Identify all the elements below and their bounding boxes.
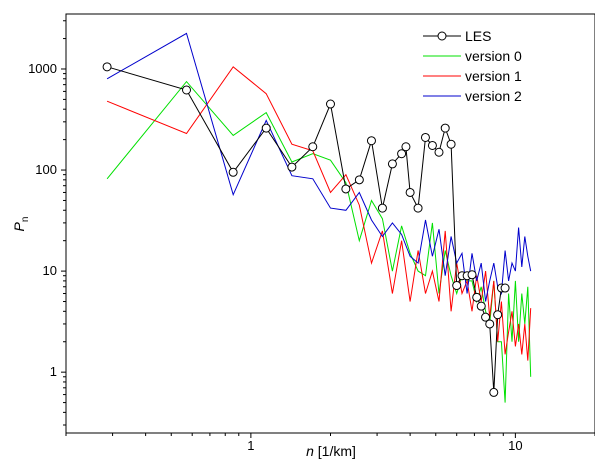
data-point [472, 292, 482, 302]
x-axis-title-unit: [1/km] [314, 443, 356, 459]
data-point [434, 147, 444, 157]
legend-item: LES [423, 28, 491, 44]
data-point [500, 283, 510, 293]
series-version-2 [106, 32, 532, 302]
data-point [446, 139, 456, 149]
series-line [106, 66, 506, 393]
legend-item: version 0 [423, 48, 522, 64]
legend-item: version 2 [423, 88, 522, 104]
y-axis-title-sub: n [20, 217, 31, 223]
x-tick-label: 10 [508, 438, 522, 453]
data-point [387, 159, 397, 169]
data-point [397, 149, 407, 159]
data-point [366, 136, 376, 146]
data-point [467, 270, 477, 280]
data-point [452, 281, 462, 291]
series-line [106, 80, 532, 403]
x-axis-title: n [1/km] [306, 443, 356, 459]
data-point [182, 85, 192, 95]
data-point [413, 203, 423, 213]
legend-label: version 2 [465, 88, 522, 104]
y-tick-label: 1000 [28, 61, 57, 76]
tick-layer: 1 10 1 10 100 1000 [28, 20, 595, 453]
data-point [228, 167, 238, 177]
data-point [377, 203, 387, 213]
legend: LES version 0 version 1 version 2 [423, 28, 522, 104]
series-layer [102, 32, 532, 403]
data-point [326, 99, 335, 109]
legend-marker [437, 31, 447, 41]
legend-label: LES [465, 28, 491, 44]
data-point [287, 162, 297, 172]
data-point [341, 184, 351, 194]
legend-label: version 0 [465, 48, 522, 64]
data-point [427, 140, 437, 150]
series-version-0 [106, 80, 532, 403]
data-point [489, 387, 499, 397]
data-point [102, 62, 112, 72]
series-version-1 [106, 66, 532, 361]
data-point [308, 142, 318, 152]
x-tick-label: 1 [247, 438, 254, 453]
data-point [440, 123, 450, 133]
data-point [405, 187, 415, 197]
x-axis-title-var: n [306, 443, 314, 459]
y-tick-label: 1 [50, 364, 57, 379]
series-les [102, 62, 510, 397]
y-tick-label: 10 [43, 263, 57, 278]
y-tick-label: 100 [35, 162, 57, 177]
series-line [106, 66, 532, 361]
data-point [420, 132, 430, 142]
data-point [493, 310, 503, 320]
data-point [354, 175, 364, 185]
series-line [106, 32, 532, 302]
data-point [481, 312, 491, 322]
data-point [401, 142, 411, 152]
legend-item: version 1 [423, 68, 522, 84]
data-point [485, 319, 495, 329]
y-axis-title-var: P [11, 221, 27, 231]
y-axis-title: Pn [11, 217, 31, 232]
data-point [476, 301, 486, 311]
data-point [261, 123, 271, 133]
legend-label: version 1 [465, 68, 522, 84]
